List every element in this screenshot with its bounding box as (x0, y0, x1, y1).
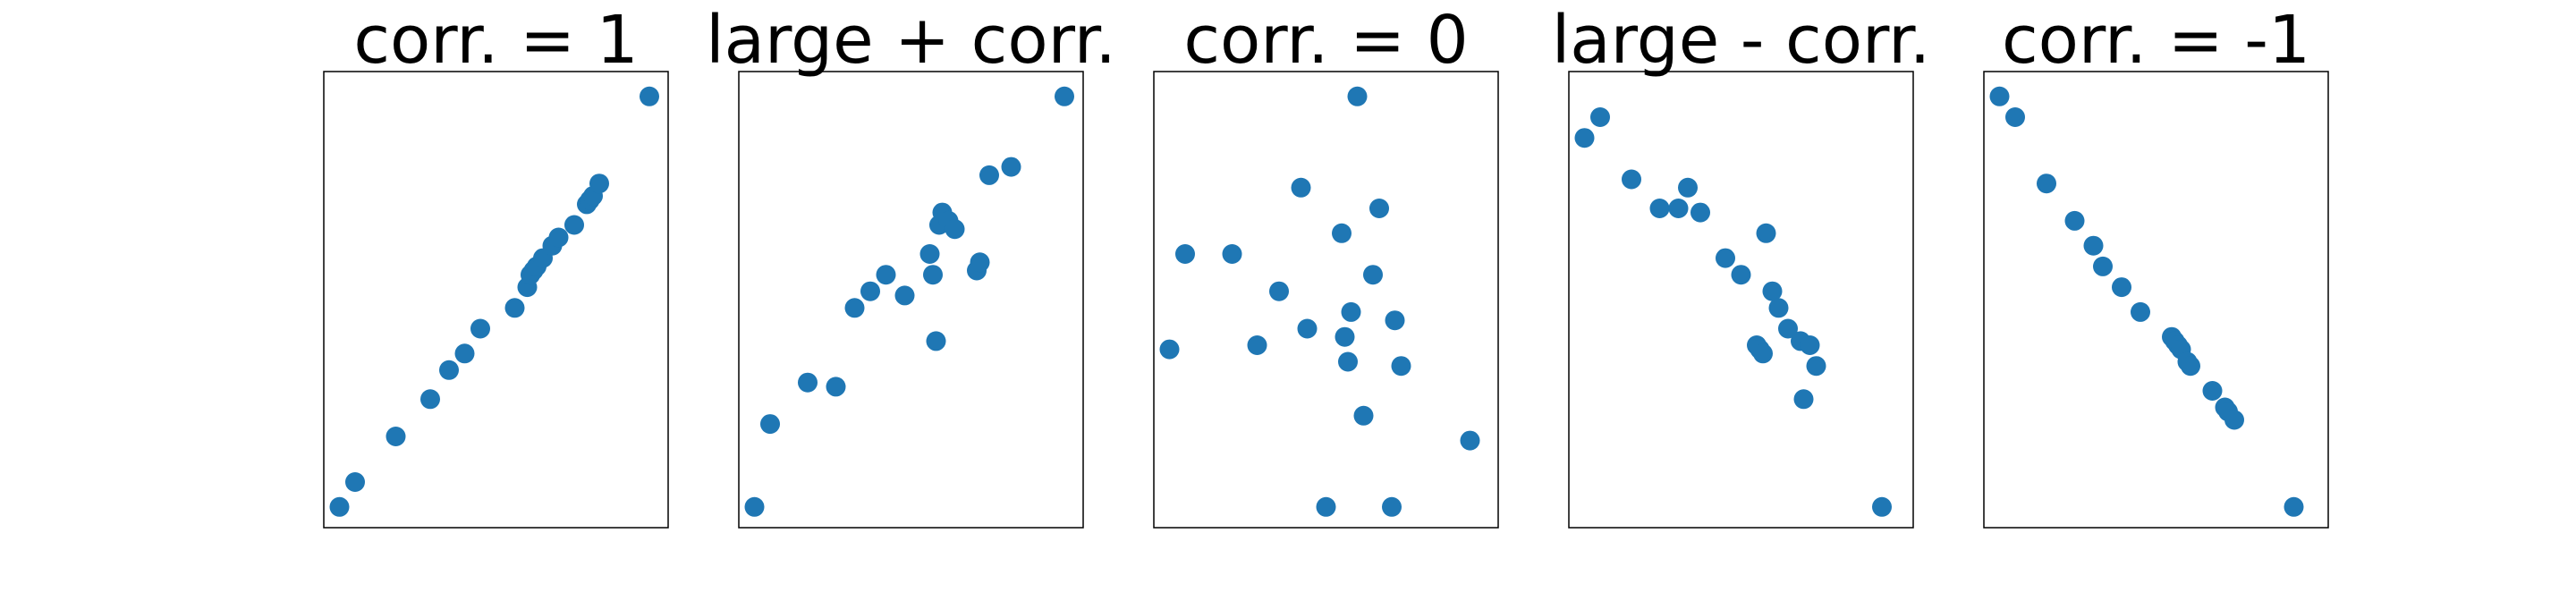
scatter-panel: corr. = 0 (1153, 2, 1499, 529)
scatter-point (2181, 356, 2200, 377)
scatter-point (2131, 301, 2150, 322)
scatter-point (1369, 199, 1389, 218)
scatter-point (919, 244, 940, 264)
scatter-point (1363, 265, 1383, 285)
scatter-point (970, 252, 990, 273)
scatter-point (1649, 199, 1670, 218)
panel-title: large + corr. (706, 2, 1116, 79)
scatter-point (876, 265, 896, 285)
scatter-point (1753, 343, 1773, 364)
plot-frame (1983, 71, 2329, 529)
scatter-point (2083, 235, 2104, 256)
scatter-point (345, 472, 365, 492)
scatter-point (2037, 174, 2056, 194)
scatter-point (1716, 248, 1735, 268)
scatter-point (1872, 496, 1892, 517)
scatter-point (1778, 318, 1798, 339)
scatter-point (1678, 177, 1698, 198)
scatter-point (1335, 326, 1355, 347)
scatter-point (564, 215, 584, 235)
scatter-point (1668, 199, 1689, 218)
scatter-point (1793, 389, 1814, 410)
scatter-point (1768, 298, 1789, 318)
scatter-panel: corr. = 1 (323, 2, 669, 529)
scatter-point (386, 427, 406, 446)
scatter-point (1347, 86, 1368, 106)
scatter-point (1800, 335, 1820, 355)
scatter-points (1574, 107, 1892, 517)
panel-title: large - corr. (1552, 2, 1931, 79)
scatter-panel: corr. = -1 (1983, 2, 2329, 529)
scatter-point (1762, 281, 1783, 301)
scatter-point (1222, 244, 1242, 264)
scatter-point (548, 227, 569, 248)
plot-frame (1568, 71, 1914, 529)
scatter-point (798, 372, 818, 393)
scatter-point (744, 496, 765, 517)
scatter-point (945, 219, 965, 240)
panel-title: corr. = 1 (353, 2, 638, 79)
plot-frame (323, 71, 669, 529)
scatter-point (1001, 157, 1021, 177)
panel-title: corr. = 0 (1183, 2, 1468, 79)
scatter-point (1055, 86, 1074, 106)
scatter-point (844, 298, 865, 318)
scatter-point (470, 318, 490, 339)
scatter-point (1590, 107, 1610, 127)
scatter-panel: large + corr. (706, 2, 1116, 529)
scatter-point (2224, 410, 2244, 430)
scatter-point (1332, 223, 1352, 243)
scatter-point (1159, 339, 1180, 360)
scatter-point (760, 414, 780, 435)
scatter-panel: large - corr. (1552, 2, 1931, 529)
scatter-point (1690, 202, 1710, 223)
scatter-point (420, 389, 440, 410)
scatter-point (1291, 177, 1311, 198)
scatter-point (1574, 128, 1595, 148)
panel-title: corr. = -1 (2002, 2, 2310, 79)
scatter-point (1338, 351, 1358, 372)
scatter-point (1385, 310, 1405, 331)
scatter-point (2112, 277, 2131, 298)
scatter-point (2093, 256, 2113, 276)
scatter-point (2202, 381, 2223, 401)
scatter-point (504, 298, 525, 318)
scatter-point (826, 377, 846, 397)
scatter-point (1806, 356, 1826, 377)
scatter-point (589, 174, 609, 194)
scatter-point (1269, 281, 1289, 301)
scatter-point (2064, 210, 2085, 231)
scatter-points (1989, 86, 2304, 517)
scatter-points (744, 86, 1074, 517)
scatter-point (926, 331, 946, 351)
scatter-point (894, 285, 915, 306)
plot-frame (1153, 71, 1499, 529)
scatter-point (1353, 405, 1374, 426)
scatter-points (1159, 86, 1480, 517)
scatter-point (1297, 318, 1318, 339)
scatter-point (640, 86, 659, 106)
scatter-point (923, 265, 943, 285)
scatter-points (329, 86, 659, 517)
scatter-point (1341, 301, 1361, 322)
scatter-point (1989, 86, 2010, 106)
scatter-point (1175, 244, 1195, 264)
scatter-point (1622, 169, 1641, 190)
scatter-point (1756, 223, 1776, 243)
scatter-point (2005, 107, 2025, 127)
scatter-point (329, 496, 350, 517)
scatter-point (439, 360, 459, 380)
scatter-point (1731, 265, 1751, 285)
scatter-point (2284, 496, 2304, 517)
scatter-point (454, 343, 475, 364)
scatter-point (860, 281, 880, 301)
scatter-point (1382, 496, 1402, 517)
scatter-point (979, 165, 999, 185)
scatter-point (1391, 356, 1411, 377)
scatter-point (1460, 430, 1480, 451)
scatter-point (1247, 335, 1267, 355)
scatter-point (1316, 496, 1336, 517)
